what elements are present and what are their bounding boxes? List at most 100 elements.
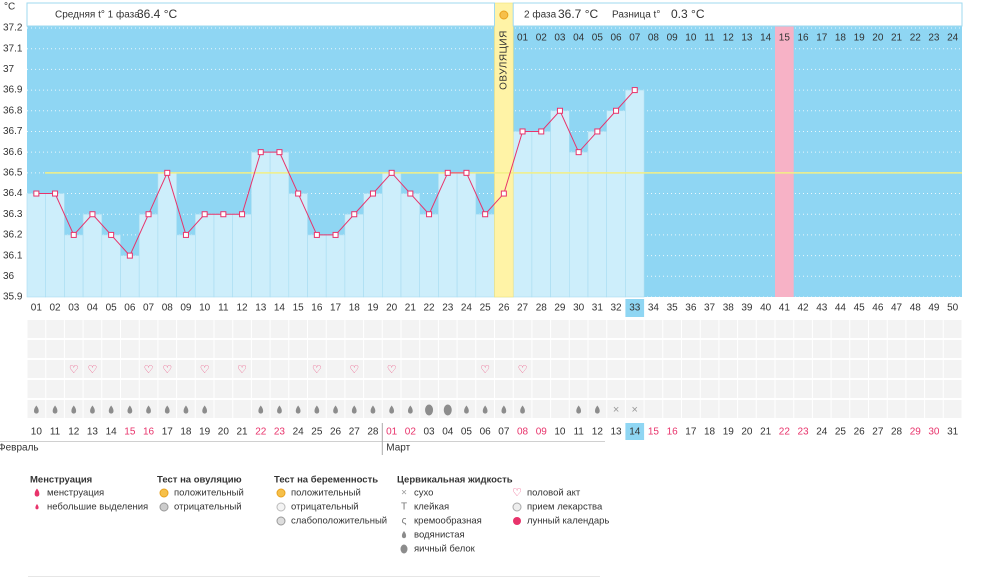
table-cell <box>102 380 120 398</box>
table-cell <box>326 320 345 338</box>
table-cell <box>831 380 850 398</box>
table-cell <box>682 380 700 398</box>
legend-icon: ♡ <box>512 487 522 499</box>
temperature-bar <box>307 234 327 298</box>
table-cell <box>289 340 307 358</box>
mucus-watery <box>183 405 189 414</box>
legend-icon <box>35 504 39 510</box>
temperature-bar <box>475 213 495 298</box>
date-label: 28 <box>367 427 379 438</box>
table-cell <box>308 320 326 338</box>
table-cell <box>794 380 812 398</box>
table-cell <box>756 400 775 418</box>
table-cell <box>195 380 214 398</box>
table-cell <box>812 340 831 358</box>
table-cell <box>738 320 756 338</box>
table-cell <box>139 340 158 358</box>
date-label: 12 <box>592 427 604 438</box>
date-label: 25 <box>835 427 847 438</box>
table-cell <box>532 320 551 338</box>
today-cell <box>625 299 645 317</box>
header-text: 36.7 °C <box>558 7 598 21</box>
table-cell <box>869 380 887 398</box>
temperature-marker <box>613 107 620 114</box>
date-label: 18 <box>704 427 716 438</box>
date-label: 24 <box>293 427 305 438</box>
mucus-watery <box>127 405 133 414</box>
table-cell <box>64 380 83 398</box>
mucus-watery <box>464 405 469 414</box>
cycle-day-label: 16 <box>311 303 323 314</box>
table-cell <box>925 340 943 358</box>
mucus-watery <box>33 405 39 414</box>
intercourse-icon: ♡ <box>144 364 154 376</box>
temperature-marker <box>70 231 77 238</box>
cycle-day-label: 07 <box>143 303 155 314</box>
legend-icon <box>159 502 169 512</box>
temperature-marker <box>538 128 545 135</box>
cycle-day-label: 33 <box>629 303 641 314</box>
y-tick-label: 36.6 <box>3 147 23 158</box>
table-cell <box>64 340 83 358</box>
header-box <box>26 2 495 27</box>
legend-title: Тест на овуляцию <box>157 475 242 486</box>
cycle-day-label: 37 <box>704 303 716 314</box>
temperature-marker <box>444 169 451 176</box>
table-cell <box>364 360 382 378</box>
phase2-day-label: 08 <box>648 33 660 44</box>
table-cell <box>700 360 719 378</box>
date-label: 07 <box>498 427 510 438</box>
table-cell <box>850 380 868 398</box>
table-cell <box>177 360 195 378</box>
date-label: 16 <box>667 427 679 438</box>
table-cell <box>83 320 102 338</box>
table-cell <box>663 380 681 398</box>
table-cell <box>925 400 943 418</box>
cycle-day-label: 04 <box>87 303 99 314</box>
phase2-day-label: 13 <box>741 33 753 44</box>
legend-item: отрицательный <box>174 502 242 513</box>
cycle-day-label: 06 <box>124 303 136 314</box>
mucus-watery <box>202 405 208 414</box>
table-cell <box>251 320 270 338</box>
y-tick-label: 37.1 <box>3 43 23 54</box>
date-label: 27 <box>349 427 361 438</box>
legend-item: сухо <box>414 488 433 499</box>
month-label: Март <box>386 443 410 454</box>
intercourse-icon: ♡ <box>69 364 79 376</box>
temperature-marker <box>295 190 302 197</box>
table-cell <box>738 340 756 358</box>
table-cell <box>756 360 775 378</box>
table-cell <box>83 340 102 358</box>
date-label: 23 <box>797 427 809 438</box>
phase2-day-label: 15 <box>779 33 791 44</box>
table-cell <box>233 340 251 358</box>
table-cell <box>438 340 457 358</box>
cycle-day-label: 40 <box>760 303 772 314</box>
table-cell <box>382 360 401 378</box>
mucus-watery <box>314 405 320 414</box>
temperature-bar <box>438 172 458 298</box>
legend-item: яичный белок <box>414 544 476 555</box>
table-cell <box>569 320 588 338</box>
legend-item: положительный <box>174 488 244 499</box>
date-label: 26 <box>854 427 866 438</box>
table-cell <box>812 320 831 338</box>
table-cell <box>700 400 719 418</box>
table-cell <box>812 380 831 398</box>
y-tick-label: 36.4 <box>3 188 23 199</box>
cycle-day-label: 02 <box>49 303 61 314</box>
date-label: 20 <box>741 427 753 438</box>
mucus-watery <box>594 405 600 414</box>
temperature-marker <box>126 252 133 259</box>
cycle-day-label: 18 <box>349 303 361 314</box>
legend-icon <box>276 516 286 526</box>
mucus-watery <box>482 405 488 414</box>
y-axis-label: °C <box>4 2 15 13</box>
table-cell <box>831 400 850 418</box>
temperature-marker <box>313 231 320 238</box>
table-cell <box>457 340 476 358</box>
cycle-day-label: 03 <box>68 303 80 314</box>
temperature-bar <box>531 131 551 298</box>
